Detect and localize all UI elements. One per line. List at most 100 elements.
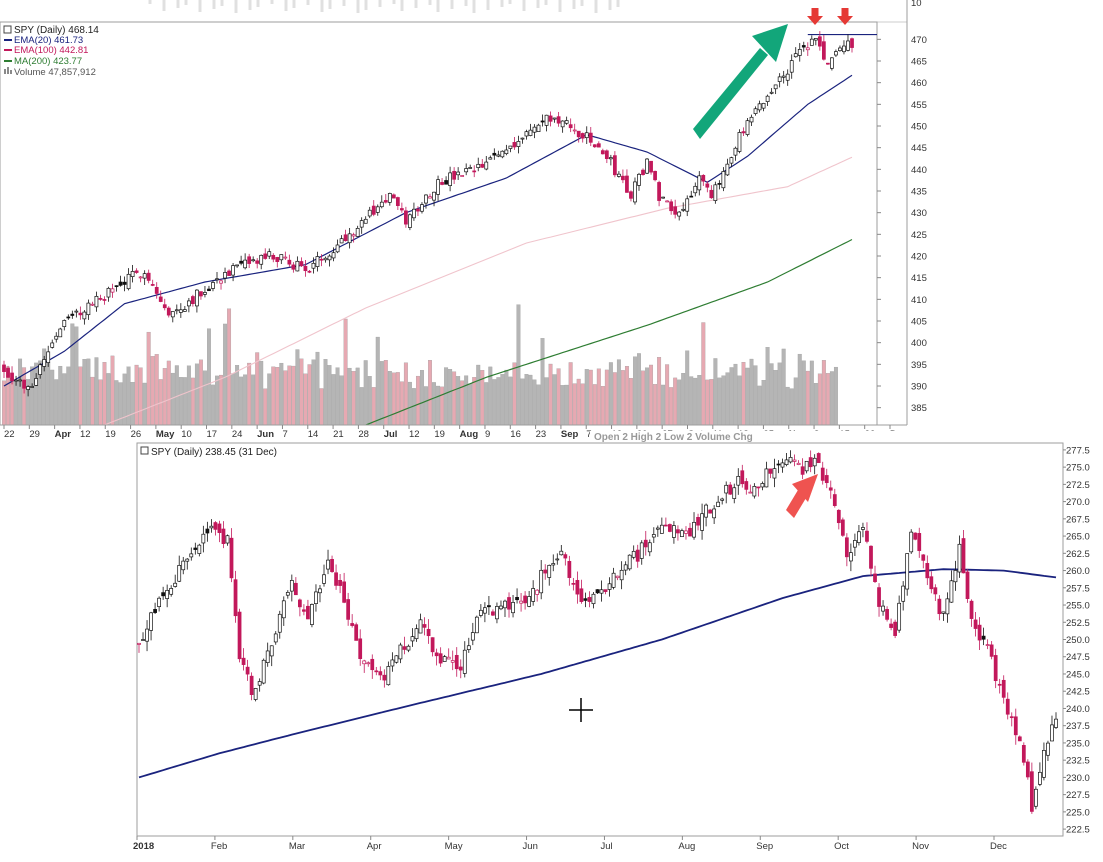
candle-body [507,597,511,610]
volume-bar [596,368,601,425]
volume-bar [649,364,654,425]
x-tick-label: 28 [358,429,369,440]
chart2: Open 2 High 2 Low 2 Volume Chg 277.5 275.… [133,431,1103,857]
volume-bar [556,368,561,425]
candle-body [793,53,798,58]
volume-bar [255,352,260,425]
candle-body [267,251,272,257]
candle-body [153,609,157,613]
candle-body [14,379,18,382]
x-tick-label: 17 [207,429,218,440]
candle-body [840,519,845,536]
y-tick-label: 385 [911,403,927,414]
x-tick-label: Apr [367,841,382,852]
volume-bar [669,387,674,425]
x-tick-label: Jun [257,429,274,440]
candle-body [808,457,813,468]
volume-bar [130,382,135,425]
y-tick-label: 272.5 [1066,480,1090,491]
volume-bar [580,383,585,425]
volume-bar [142,382,147,425]
candle-body [977,624,982,641]
legend-ma200: MA(200) 423.77 [14,56,82,67]
candle-body [599,589,604,594]
candle-body [491,611,495,616]
volume-bar [761,380,766,425]
spy-symbol-icon [140,446,149,455]
candle-body [233,579,238,617]
candle-body [1042,750,1046,778]
candle-body [375,206,380,213]
candle-body [444,180,448,185]
x-tick-label: 24 [232,429,243,440]
candle-body [241,657,246,665]
candle-body [760,483,765,488]
candle-body [575,580,580,595]
chart1-volume-bars [2,304,838,425]
volume-bar [194,363,199,425]
candle-body [676,529,680,534]
x-tick-label: Mar [289,841,305,852]
volume-bar [182,377,187,425]
y-tick-label: 400 [911,338,927,349]
volume-bar [102,362,107,425]
chart2-y-axis: 277.5 275.0 272.5 270.0 267.5 265.0 262.5 260.0… [1063,445,1090,836]
candle-body [243,259,248,269]
candle-body [399,208,404,211]
volume-bar [259,360,264,425]
candle-body [568,124,573,129]
candle-body [804,460,809,472]
x-tick-label: Jul [600,841,612,852]
candle-body [588,132,593,143]
chart1-legend: SPY (Daily) 468.14 EMA(20) 461.73 EMA(10… [3,25,99,78]
candle-body [696,517,700,526]
candle-body [657,182,661,201]
candle-body [756,486,761,489]
candle-body [464,168,469,173]
candle-body [182,309,187,312]
candle-body [567,560,572,578]
x-tick-label: Aug [460,429,479,440]
volume-bar [681,373,686,425]
candle-body [426,628,431,637]
ma200-line [365,238,853,425]
volume-bar [319,388,324,425]
candle-body [46,351,51,363]
candle-body [374,670,379,673]
x-tick-label: Feb [211,841,227,852]
candle-body [173,582,178,587]
candle-body [247,256,252,264]
candle-body [757,103,762,111]
chart1: 470 465 460 455 450 445 440 435 430 425 420 415 410 4… [0,0,927,440]
volume-bar [504,369,509,425]
candle-body [428,196,432,199]
candle-body [420,204,424,212]
volume-bar [745,367,750,425]
x-tick-label: 7 [282,429,287,440]
volume-bar [363,360,368,425]
candle-body [555,558,560,561]
volume-bar [359,387,364,425]
x-tick-label: 12 [409,429,420,440]
candle-body [201,533,206,544]
candle-body [279,254,284,261]
spy-symbol-icon [3,25,12,34]
candle-body [6,368,10,378]
candle-body [394,655,399,663]
candle-body [953,570,958,583]
candle-body [820,467,825,481]
candle-body [488,157,493,160]
candle-body [789,60,794,73]
candle-body [768,468,773,474]
candle-body [659,524,664,534]
candle-body [387,193,392,203]
candle-body [548,115,553,122]
x-tick-label: Oct [834,841,849,852]
volume-bar [391,372,396,425]
candle-body [297,599,302,608]
volume-bar [600,386,605,425]
candle-body [821,41,826,60]
candle-body [82,311,87,320]
candle-body [873,573,877,583]
volume-bar [468,383,473,425]
